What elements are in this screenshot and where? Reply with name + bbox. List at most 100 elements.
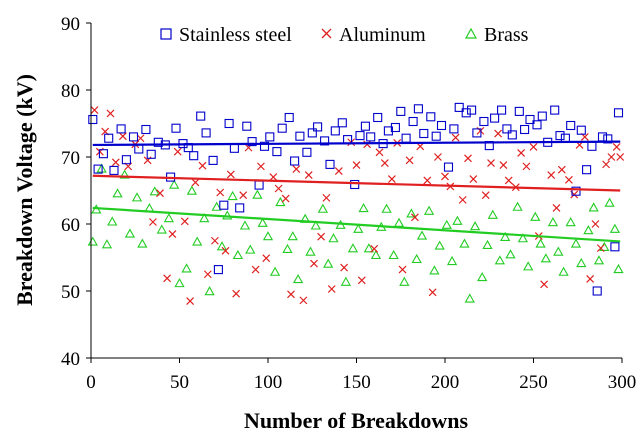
data-point — [591, 220, 600, 228]
data-point — [383, 126, 393, 136]
legend-item-aluminum: Aluminum — [321, 24, 426, 46]
data-point — [216, 188, 225, 197]
data-point — [269, 266, 281, 276]
data-point — [459, 238, 470, 248]
data-point — [181, 263, 192, 273]
data-point — [530, 211, 541, 221]
data-point — [576, 125, 586, 135]
data-point — [433, 153, 442, 161]
data-point — [381, 203, 392, 213]
data-point — [387, 175, 396, 184]
data-point — [482, 239, 493, 249]
data-point — [242, 121, 252, 131]
data-point — [523, 261, 534, 271]
x-tick-label: 200 — [431, 372, 460, 393]
series-brass — [87, 163, 624, 303]
y-tick-labels: 90 80 70 60 50 40 — [61, 14, 80, 370]
legend-label: Brass — [484, 24, 529, 46]
data-point — [512, 201, 523, 211]
data-point — [256, 162, 265, 171]
data-point — [199, 213, 210, 223]
data-point — [317, 203, 329, 213]
data-point — [239, 191, 248, 200]
data-point — [189, 151, 199, 161]
legend-item-stainless-steel: Stainless steel — [160, 24, 292, 46]
data-point — [479, 116, 489, 127]
data-point — [467, 105, 477, 115]
data-point — [375, 148, 384, 157]
data-point — [101, 239, 113, 249]
data-point — [136, 134, 145, 143]
data-point — [583, 225, 594, 235]
data-point — [570, 238, 582, 248]
x-tick-label: 50 — [170, 372, 189, 393]
data-point — [388, 249, 399, 260]
data-point — [275, 196, 286, 207]
data-point — [537, 111, 547, 121]
data-point — [134, 144, 144, 154]
data-point — [487, 159, 495, 167]
data-point — [235, 203, 245, 213]
data-point — [576, 257, 587, 268]
data-point — [566, 120, 576, 131]
data-point — [547, 217, 559, 227]
data-point — [401, 133, 411, 143]
data-point — [426, 112, 436, 122]
data-point — [522, 162, 531, 171]
trend-line-brass — [92, 206, 621, 243]
trend-line-aluminum — [92, 174, 621, 192]
data-point — [334, 167, 343, 175]
data-point — [410, 213, 419, 222]
data-point — [423, 205, 435, 215]
data-point — [360, 121, 370, 131]
data-point — [413, 104, 423, 114]
data-point — [352, 161, 361, 169]
data-point — [322, 193, 331, 202]
data-point — [399, 276, 410, 286]
data-point — [262, 254, 271, 263]
data-point — [247, 137, 257, 147]
data-point — [461, 108, 471, 118]
data-point — [287, 290, 295, 299]
data-point — [93, 164, 103, 174]
data-point — [586, 275, 595, 283]
data-point — [517, 233, 529, 243]
data-point — [552, 203, 561, 212]
data-point — [596, 244, 605, 253]
data-point — [363, 243, 375, 253]
x-axis-title: Number of Breakdowns — [244, 408, 469, 433]
data-point — [487, 209, 498, 219]
x-tick-label: 100 — [254, 372, 283, 393]
data-point — [254, 180, 264, 190]
legend-marker-x — [321, 28, 332, 39]
data-point — [419, 128, 429, 139]
data-point — [226, 170, 235, 179]
data-point — [168, 230, 177, 238]
data-point — [121, 155, 131, 165]
data-point — [299, 296, 308, 305]
data-point — [406, 208, 417, 218]
data-point — [592, 286, 602, 296]
data-point — [347, 243, 359, 253]
data-point — [210, 236, 219, 245]
data-point — [208, 155, 218, 165]
data-point — [196, 111, 206, 121]
y-tick-label: 90 — [61, 14, 80, 35]
data-point — [494, 255, 506, 265]
data-point — [497, 105, 507, 115]
data-point — [262, 231, 274, 241]
data-point — [292, 273, 304, 284]
data-point — [282, 243, 293, 254]
data-point — [295, 131, 305, 141]
data-point — [607, 153, 616, 161]
data-point — [327, 285, 336, 293]
data-point — [441, 219, 452, 229]
y-axis-title: Breakdown Voltage (kV) — [12, 74, 37, 306]
data-point — [504, 176, 513, 185]
data-point — [446, 255, 458, 266]
data-point — [405, 156, 414, 165]
data-point — [156, 189, 164, 198]
data-point — [514, 106, 524, 116]
data-point — [191, 178, 200, 187]
data-point — [290, 156, 300, 166]
